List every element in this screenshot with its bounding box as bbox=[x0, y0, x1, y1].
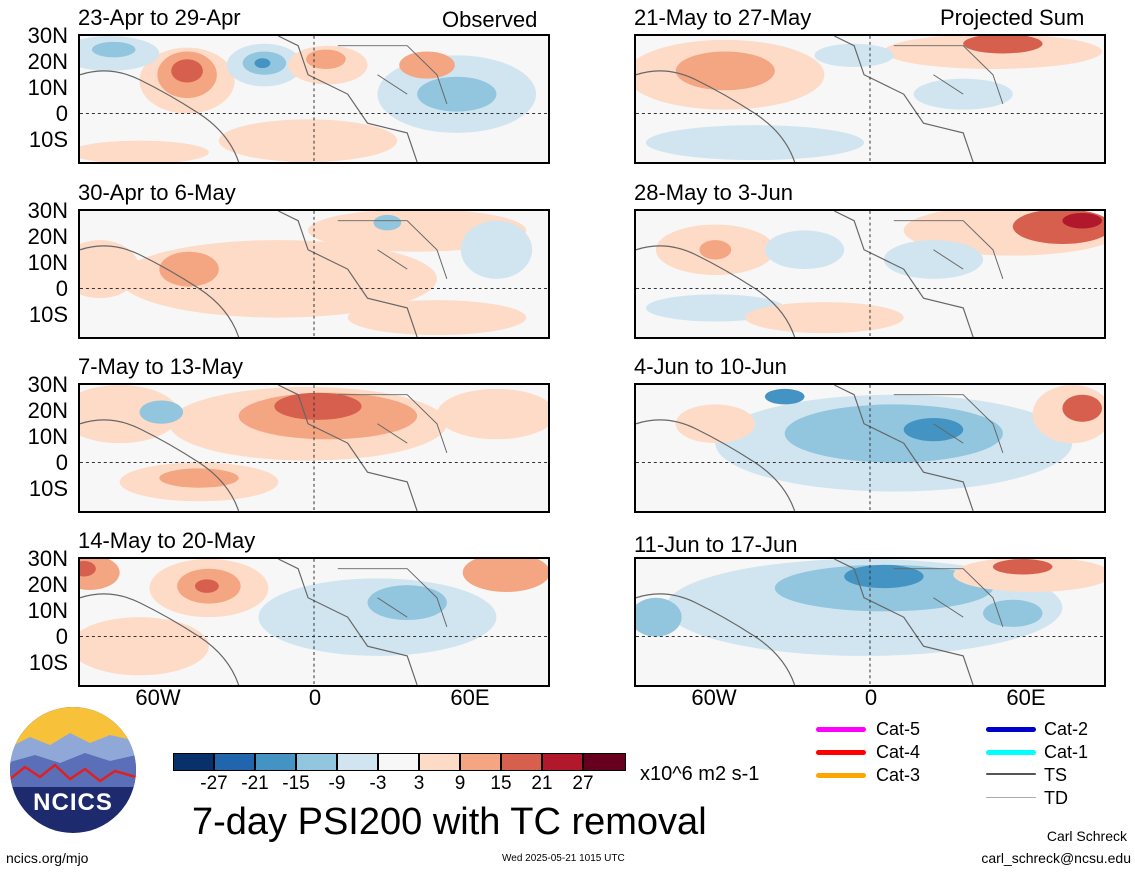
main-title: 7-day PSI200 with TC removal bbox=[192, 801, 707, 843]
colorbar-tick: 3 bbox=[413, 773, 425, 794]
lat-label: 0 bbox=[55, 276, 68, 301]
map-panel bbox=[78, 557, 550, 687]
colorbar-swatch bbox=[542, 753, 583, 771]
panel-title: 28-May to 3-Jun bbox=[634, 180, 793, 205]
colorbar-swatch bbox=[583, 753, 626, 771]
lat-label: 10S bbox=[28, 302, 68, 327]
map-field bbox=[636, 36, 1104, 162]
legend-line-cat4 bbox=[816, 750, 866, 755]
lat-label: 10S bbox=[28, 650, 68, 675]
lat-label: 30N bbox=[27, 546, 68, 571]
colorbar-tick: -3 bbox=[369, 773, 387, 794]
legend-line-cat3 bbox=[816, 773, 866, 778]
colorbar-swatch bbox=[419, 753, 460, 771]
colorbar-tick: -9 bbox=[328, 773, 346, 794]
map-field bbox=[80, 211, 548, 337]
map-field bbox=[80, 559, 548, 685]
lon-label: 0 bbox=[308, 685, 322, 710]
colorbar-units: x10^6 m2 s-1 bbox=[640, 763, 760, 785]
colorbar-swatch bbox=[460, 753, 501, 771]
panel-title: 7-May to 13-May bbox=[78, 354, 244, 379]
lat-label: 20N bbox=[27, 572, 68, 597]
lat-label: 30N bbox=[27, 372, 68, 397]
colorbar-tick: 27 bbox=[572, 773, 594, 794]
footer-author: Carl Schreck bbox=[1046, 828, 1127, 844]
map-panel bbox=[634, 209, 1106, 339]
colorbar-tick: 15 bbox=[490, 773, 512, 794]
map-panel bbox=[634, 557, 1106, 687]
lon-label: 60E bbox=[450, 685, 490, 710]
logo-text: NCICS bbox=[33, 789, 113, 816]
colorbar-swatch bbox=[337, 753, 378, 771]
lat-label: 30N bbox=[27, 23, 68, 48]
lat-label: 10N bbox=[27, 598, 68, 623]
colorbar-swatch bbox=[173, 753, 214, 771]
legend-label: TD bbox=[1044, 788, 1068, 808]
panel-title: 21-May to 27-May bbox=[634, 5, 812, 30]
map-field bbox=[636, 559, 1104, 685]
legend-line-cat2 bbox=[986, 727, 1036, 732]
panel-title: 14-May to 20-May bbox=[78, 528, 256, 553]
lat-label: 10S bbox=[28, 476, 68, 501]
footer-timestamp: Wed 2025-05-21 1015 UTC bbox=[502, 853, 625, 864]
colorbar-tick: -15 bbox=[282, 773, 310, 794]
legend-line-cat1 bbox=[986, 750, 1036, 755]
legend-line-cat5 bbox=[816, 727, 866, 732]
panel-title: 30-Apr to 6-May bbox=[78, 180, 236, 205]
lat-label: 20N bbox=[27, 398, 68, 423]
lon-label: 0 bbox=[864, 685, 878, 710]
lat-label: 10S bbox=[28, 127, 68, 152]
lat-label: 30N bbox=[27, 198, 68, 223]
lat-label: 10N bbox=[27, 424, 68, 449]
lat-label: 0 bbox=[55, 624, 68, 649]
legend-label: Cat-1 bbox=[1044, 742, 1089, 762]
lon-label: 60E bbox=[1006, 685, 1046, 710]
legend-label: Cat-4 bbox=[876, 742, 921, 762]
ncics-logo: NCICS bbox=[10, 707, 136, 833]
projected-sum-label: Projected Sum bbox=[940, 5, 1085, 30]
legend-label: Cat-3 bbox=[876, 765, 921, 785]
map-field bbox=[80, 385, 548, 511]
map-panel bbox=[634, 34, 1106, 164]
footer-url[interactable]: ncics.org/mjo bbox=[6, 850, 89, 866]
map-field bbox=[80, 36, 548, 162]
lat-label: 0 bbox=[55, 450, 68, 475]
map-panel bbox=[78, 383, 550, 513]
panel-title: 11-Jun to 17-Jun bbox=[634, 532, 798, 557]
lat-label: 0 bbox=[55, 101, 68, 126]
lat-label: 20N bbox=[27, 224, 68, 249]
colorbar-swatch bbox=[255, 753, 296, 771]
colorbar-tick: 21 bbox=[531, 773, 553, 794]
legend-line-ts bbox=[986, 773, 1036, 775]
colorbar-swatch bbox=[501, 753, 542, 771]
panel-title: 23-Apr to 29-Apr bbox=[78, 5, 241, 30]
panel-title: 4-Jun to 10-Jun bbox=[634, 354, 787, 379]
legend-line-td bbox=[986, 797, 1036, 798]
colorbar-swatch bbox=[296, 753, 337, 771]
observed-label: Observed bbox=[442, 7, 538, 32]
colorbar-tick: -21 bbox=[241, 773, 269, 794]
footer-email[interactable]: carl_schreck@ncsu.edu bbox=[981, 850, 1131, 866]
legend-label: Cat-5 bbox=[876, 719, 921, 739]
legend-label: TS bbox=[1044, 765, 1068, 785]
map-field bbox=[636, 211, 1104, 337]
colorbar-swatch bbox=[214, 753, 255, 771]
map-field bbox=[636, 385, 1104, 511]
lat-label: 10N bbox=[27, 250, 68, 275]
lat-label: 20N bbox=[27, 49, 68, 74]
map-panel bbox=[78, 209, 550, 339]
colorbar-tick: 9 bbox=[454, 773, 466, 794]
map-panel bbox=[78, 34, 550, 164]
lat-label: 10N bbox=[27, 75, 68, 100]
legend-label: Cat-2 bbox=[1044, 719, 1089, 739]
colorbar-swatch bbox=[378, 753, 419, 771]
lon-label: 60W bbox=[691, 685, 737, 710]
lon-label: 60W bbox=[135, 685, 181, 710]
colorbar-tick: -27 bbox=[200, 773, 228, 794]
map-panel bbox=[634, 383, 1106, 513]
